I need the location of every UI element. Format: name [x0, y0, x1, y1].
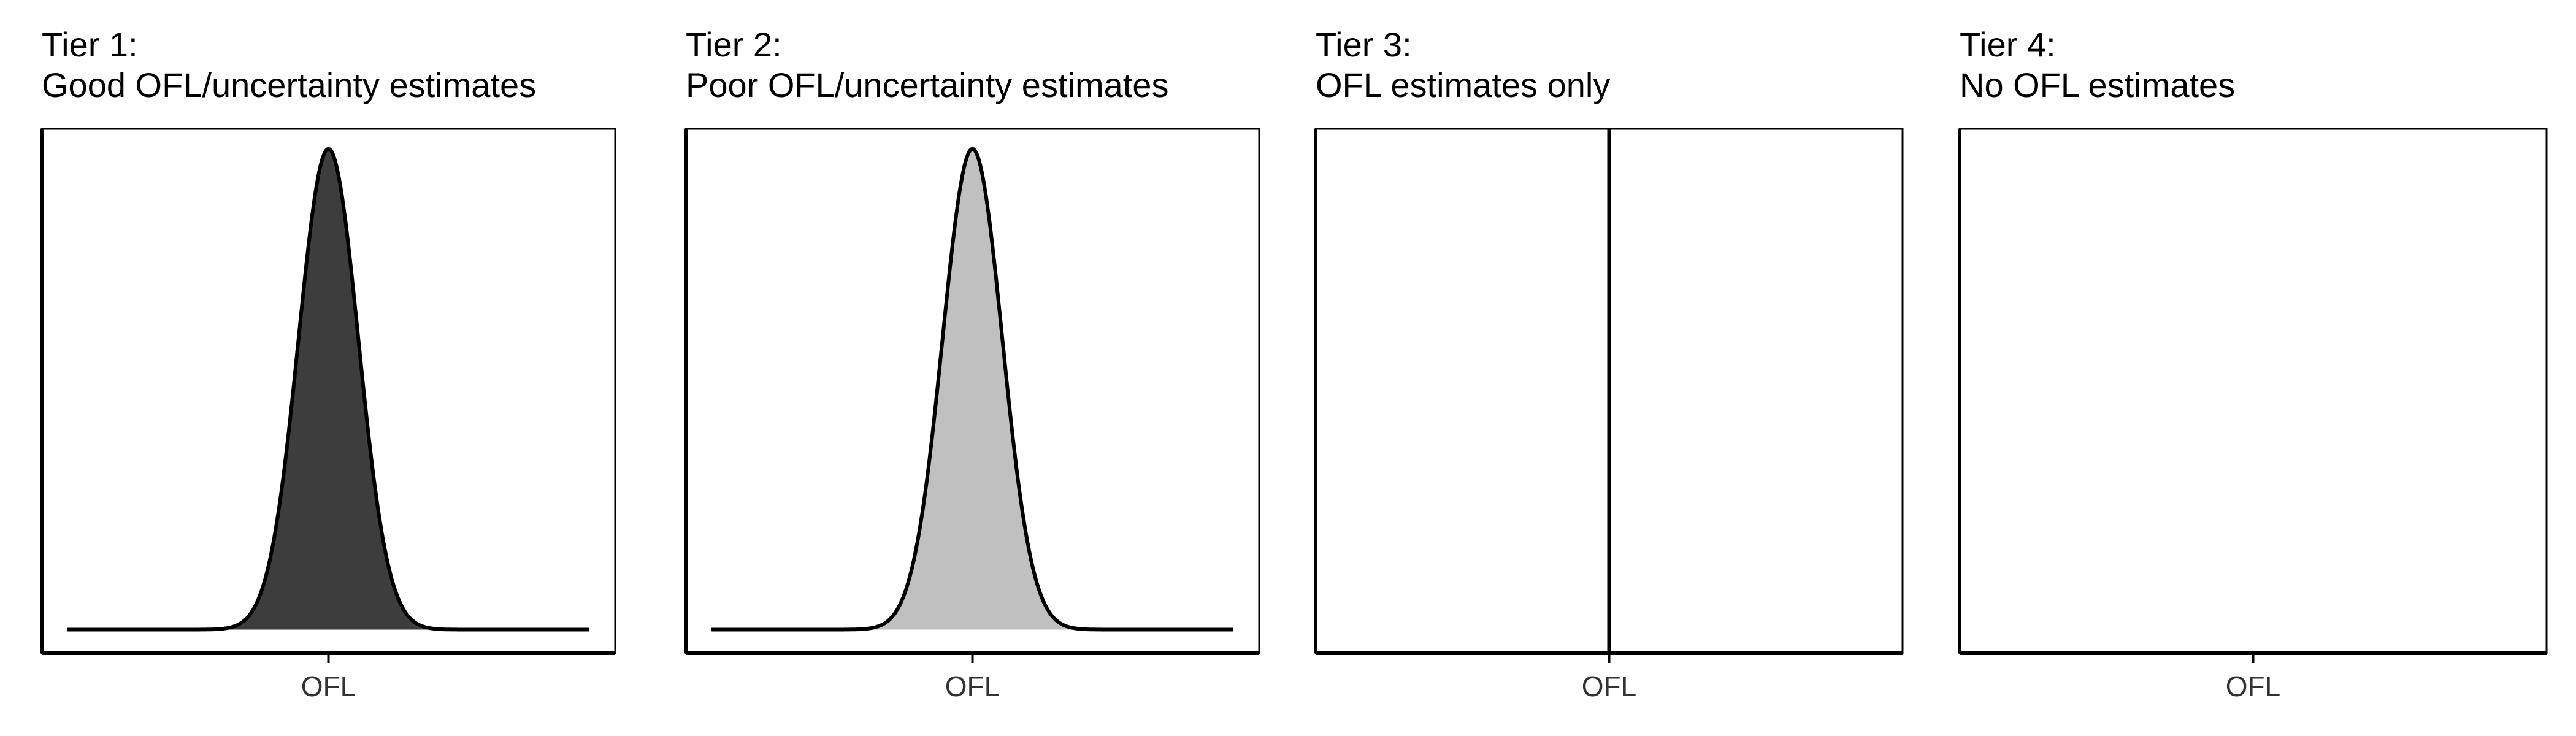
x-tick-label-tier-3: OFL — [1582, 670, 1636, 702]
density-curve-tier-2 — [711, 147, 1234, 632]
panel-title-line2: Good OFL/uncertainty estimates — [42, 66, 537, 104]
panel-title-line1: Tier 1: — [42, 25, 138, 64]
panel-title-line2: Poor OFL/uncertainty estimates — [686, 66, 1169, 104]
panel-title-tier-4: Tier 4: No OFL estimates — [1960, 25, 2235, 105]
x-tick-label-tier-1: OFL — [301, 670, 356, 702]
panel-title-line2: OFL estimates only — [1316, 66, 1611, 104]
panel-title-line1: Tier 4: — [1960, 25, 2056, 64]
panel-title-tier-1: Tier 1: Good OFL/uncertainty estimates — [42, 25, 536, 105]
density-fill-tier-1 — [225, 148, 432, 630]
panel-title-tier-2: Tier 2: Poor OFL/uncertainty estimates — [686, 25, 1168, 105]
x-tick-label-tier-4: OFL — [2226, 670, 2280, 702]
density-curve-tier-1 — [67, 147, 590, 632]
panel-frame-tier-4 — [1958, 128, 2548, 654]
panel-title-line1: Tier 2: — [686, 25, 782, 64]
density-fill-tier-2 — [869, 148, 1076, 630]
x-tick-label-tier-2: OFL — [945, 670, 1000, 702]
panel-title-tier-3: Tier 3: OFL estimates only — [1316, 25, 1610, 105]
panel-title-line2: No OFL estimates — [1960, 66, 2236, 104]
panel-title-line1: Tier 3: — [1316, 25, 1412, 64]
